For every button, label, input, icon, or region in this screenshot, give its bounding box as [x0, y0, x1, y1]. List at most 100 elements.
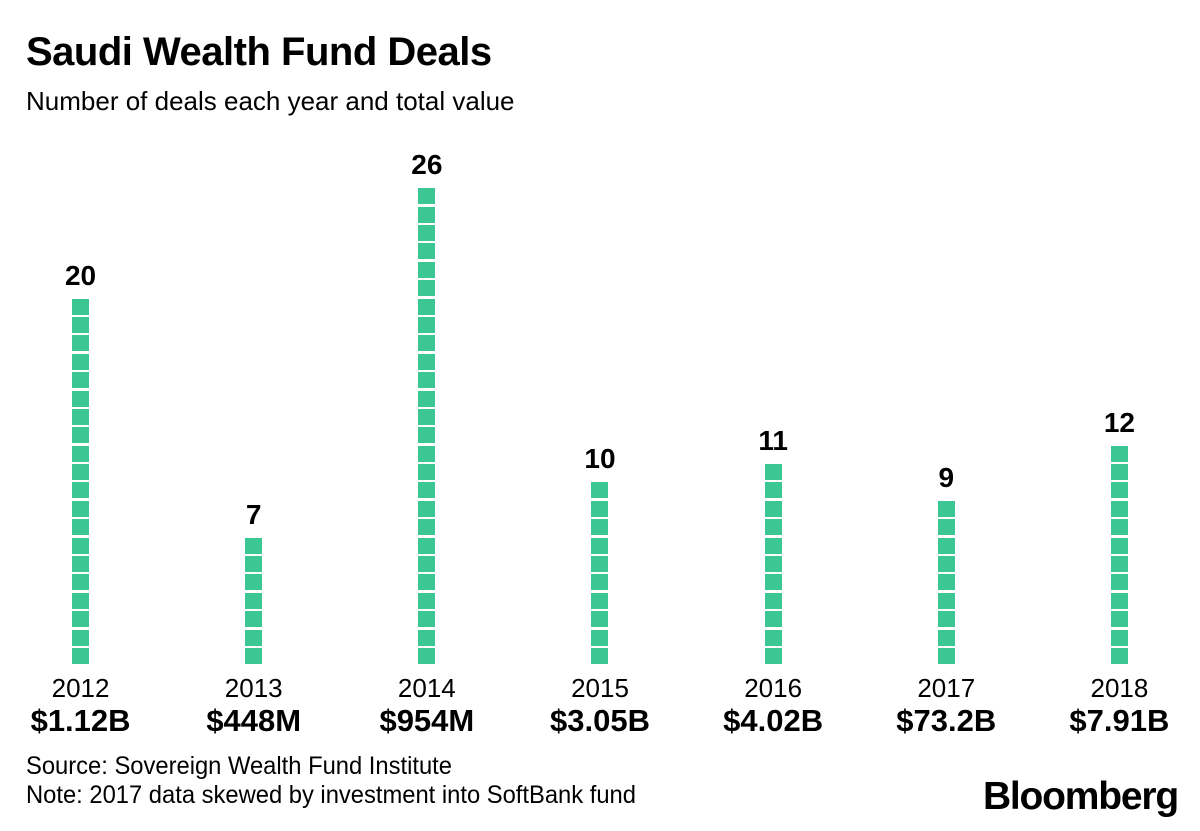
- deal-bar: [1110, 445, 1128, 664]
- deal-unit-square: [418, 243, 436, 260]
- deal-unit-square: [72, 556, 90, 573]
- year-column-2012: 20 2012 $1.12B: [0, 130, 167, 738]
- deal-unit-square: [418, 482, 436, 499]
- deal-unit-square: [591, 592, 609, 609]
- deal-unit-square: [591, 482, 609, 499]
- deal-unit-square: [418, 261, 436, 278]
- bar-chart: 20 2012 $1.12B 7 2013 $448M 26 2014 $954M 10 2015 $…: [0, 130, 1200, 738]
- deal-unit-square: [72, 482, 90, 499]
- deal-unit-square: [418, 537, 436, 554]
- deal-unit-square: [764, 629, 782, 646]
- deal-unit-square: [1110, 556, 1128, 573]
- deal-unit-square: [72, 519, 90, 536]
- deal-unit-square: [764, 648, 782, 664]
- year-label: 2016: [744, 673, 803, 703]
- total-value-label: $73.2B: [896, 703, 997, 738]
- year-column-2014: 26 2014 $954M: [340, 130, 513, 738]
- deal-unit-square: [591, 611, 609, 628]
- deal-unit-square: [1110, 445, 1128, 462]
- year-column-2018: 12 2018 $7.91B: [1033, 130, 1200, 738]
- deal-unit-square: [72, 629, 90, 646]
- total-value-label: $3.05B: [550, 703, 650, 738]
- deal-unit-square: [418, 206, 436, 223]
- total-value-label: $7.91B: [1069, 703, 1170, 738]
- year-column-2017: 9 2017 $73.2B: [860, 130, 1033, 738]
- deal-unit-square: [591, 629, 609, 646]
- deal-unit-square: [1110, 611, 1128, 628]
- deal-unit-square: [591, 519, 609, 536]
- deal-unit-square: [764, 556, 782, 573]
- deal-unit-square: [72, 335, 90, 352]
- deal-unit-square: [72, 464, 90, 481]
- deal-unit-square: [1110, 574, 1128, 591]
- deal-unit-square: [591, 648, 609, 664]
- deal-unit-square: [418, 427, 436, 444]
- deal-bar: [937, 500, 955, 664]
- deal-unit-square: [764, 574, 782, 591]
- deal-unit-square: [418, 519, 436, 536]
- data-note-text: Note: 2017 data skewed by investment int…: [26, 781, 636, 809]
- deal-unit-square: [1110, 648, 1128, 664]
- deal-unit-square: [764, 482, 782, 499]
- deal-unit-square: [245, 592, 263, 609]
- year-column-2016: 11 2016 $4.02B: [687, 130, 860, 738]
- deal-unit-square: [72, 372, 90, 389]
- deal-unit-square: [1110, 500, 1128, 517]
- page-title: Saudi Wealth Fund Deals: [26, 30, 492, 74]
- deal-unit-square: [72, 316, 90, 333]
- deal-unit-square: [937, 519, 955, 536]
- deal-unit-square: [937, 537, 955, 554]
- deal-unit-square: [937, 574, 955, 591]
- deal-unit-square: [764, 537, 782, 554]
- source-note-text: Source: Sovereign Wealth Fund Institute: [26, 752, 452, 780]
- deal-unit-square: [245, 537, 263, 554]
- deal-bar: [418, 188, 436, 664]
- bloomberg-logo: Bloomberg: [982, 775, 1179, 818]
- year-label: 2015: [571, 673, 629, 703]
- deal-unit-square: [72, 298, 90, 315]
- deal-unit-square: [937, 611, 955, 628]
- deal-count-label: 7: [245, 498, 262, 530]
- deal-unit-square: [591, 500, 609, 517]
- deal-unit-square: [1110, 464, 1128, 481]
- deal-unit-square: [245, 629, 263, 646]
- deal-unit-square: [1110, 482, 1128, 499]
- deal-unit-square: [937, 648, 955, 664]
- deal-unit-square: [72, 592, 90, 609]
- total-value-label: $954M: [379, 703, 475, 738]
- data-note: Note: 2017 data skewed by investment int…: [26, 781, 668, 809]
- year-column-2013: 7 2013 $448M: [167, 130, 340, 738]
- deal-unit-square: [72, 500, 90, 517]
- deal-unit-square: [418, 445, 436, 462]
- deal-unit-square: [591, 537, 609, 554]
- deal-unit-square: [72, 390, 90, 407]
- deal-unit-square: [72, 648, 90, 664]
- deal-unit-square: [418, 353, 436, 370]
- deal-unit-square: [72, 574, 90, 591]
- total-value-label: $4.02B: [723, 703, 824, 738]
- deal-unit-square: [72, 408, 90, 425]
- total-value-label: $1.12B: [30, 703, 131, 738]
- deal-unit-square: [418, 464, 436, 481]
- deal-bar: [764, 464, 782, 664]
- deal-unit-square: [1110, 519, 1128, 536]
- deal-unit-square: [245, 574, 263, 591]
- deal-unit-square: [764, 519, 782, 536]
- deal-unit-square: [418, 648, 436, 664]
- deal-unit-square: [1110, 537, 1128, 554]
- deal-unit-square: [937, 556, 955, 573]
- deal-unit-square: [937, 592, 955, 609]
- year-label: 2014: [397, 673, 456, 703]
- deal-bar: [72, 298, 90, 664]
- deal-unit-square: [418, 574, 436, 591]
- deal-unit-square: [764, 500, 782, 517]
- deal-count-label: 12: [1103, 406, 1135, 438]
- deal-unit-square: [418, 188, 436, 205]
- deal-count-label: 10: [584, 443, 616, 475]
- deal-unit-square: [418, 280, 436, 297]
- deal-unit-square: [418, 225, 436, 242]
- deal-unit-square: [245, 648, 263, 664]
- deal-unit-square: [72, 353, 90, 370]
- deal-unit-square: [245, 611, 263, 628]
